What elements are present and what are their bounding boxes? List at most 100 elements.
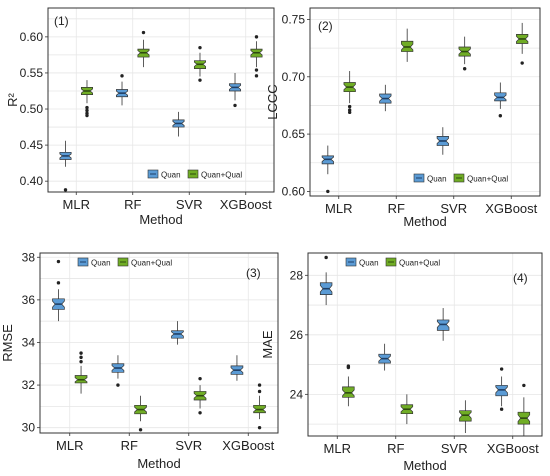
category-label-xgboost: XGBoost xyxy=(487,441,539,456)
panel-label: (2) xyxy=(318,19,333,33)
y-axis-title: RMSE xyxy=(0,324,15,362)
plot-frame xyxy=(39,252,279,434)
y-tick-label: 0.50 xyxy=(20,102,44,116)
panel-label: (1) xyxy=(54,14,69,28)
legend: Quan Quan+Qual xyxy=(413,173,508,184)
category-label-rf: RF xyxy=(121,438,138,453)
y-tick-label: 34 xyxy=(22,335,36,349)
box-quan-qual-mlr xyxy=(343,71,356,115)
outlier-point xyxy=(347,104,352,109)
outlier-point xyxy=(324,255,328,260)
box-quan-mlr xyxy=(59,140,72,192)
outlier-point xyxy=(198,411,202,415)
outlier-point xyxy=(79,355,83,360)
outlier-point xyxy=(347,110,352,115)
outlier-point xyxy=(56,281,61,285)
legend: Quan Quan+Qual xyxy=(147,169,242,180)
legend-label: Quan xyxy=(91,259,111,268)
chart-panel-2: 0.60 0.65 0.70 0.75 MLR RF SVR XGBoost Method LCC… xyxy=(265,7,541,229)
legend-key-quan-qual: Quan+Qual xyxy=(385,257,440,268)
y-tick-label: 38 xyxy=(22,250,36,264)
category-label-mlr: MLR xyxy=(56,438,83,453)
plot-frame xyxy=(307,252,543,437)
legend-label: Quan+Qual xyxy=(399,259,440,268)
y-axis-title: R² xyxy=(5,92,20,106)
outlier-point xyxy=(346,364,351,368)
outlier-point xyxy=(254,68,259,72)
box-quan-qual-svr xyxy=(193,376,207,415)
box-quan-xgboost xyxy=(230,355,244,381)
legend-key-quan: Quan xyxy=(77,257,111,268)
y-tick-label: 0.55 xyxy=(20,66,44,80)
x-axis-title: Method xyxy=(137,456,180,471)
box-quan-mlr xyxy=(321,145,334,194)
outlier-point xyxy=(257,389,262,394)
y-tick-label: 0.70 xyxy=(282,70,306,84)
outlier-point xyxy=(257,425,262,430)
outlier-point xyxy=(198,45,202,50)
legend-label: Quan+Qual xyxy=(131,259,172,268)
outlier-point xyxy=(326,189,330,194)
outlier-point xyxy=(233,103,237,108)
y-tick-label: 36 xyxy=(22,293,36,307)
legend-key-quan: Quan xyxy=(413,173,447,184)
plot-area xyxy=(48,8,274,192)
legend-key-quan-qual: Quan+Qual xyxy=(117,257,172,268)
plot-area xyxy=(308,253,542,436)
chart-panel-3: 30 32 34 36 38 MLR RF SVR XGBoost Method RMSE (3) Qu… xyxy=(0,250,279,471)
category-label-xgboost: XGBoost xyxy=(485,201,537,216)
legend-key-quan-qual: Quan+Qual xyxy=(187,169,242,180)
outlier-point xyxy=(120,74,124,78)
category-label-svr: SVR xyxy=(441,441,468,456)
box-quan-qual-rf xyxy=(401,28,414,62)
box-quan-qual-rf xyxy=(134,395,147,432)
category-label-svr: SVR xyxy=(176,197,203,212)
box-quan-qual-xgboost xyxy=(250,35,263,78)
y-tick-label: 0.60 xyxy=(20,30,44,44)
category-label-mlr: MLR xyxy=(325,201,352,216)
box-quan-qual-rf xyxy=(137,30,150,68)
category-label-svr: SVR xyxy=(440,201,467,216)
outlier-point xyxy=(198,376,202,381)
y-axis-title: LCCC xyxy=(265,84,280,119)
plot-frame xyxy=(47,7,275,193)
legend: Quan Quan+Qual xyxy=(77,257,172,268)
box-quan-svr xyxy=(436,127,449,155)
y-tick-label: 26 xyxy=(290,328,304,342)
legend: Quan Quan+Qual xyxy=(345,257,440,268)
plot-area xyxy=(40,253,278,433)
outlier-point xyxy=(198,78,202,82)
box-quan-rf xyxy=(379,84,392,112)
panel-label: (4) xyxy=(513,271,528,285)
category-label-xgboost: XGBoost xyxy=(220,197,272,212)
outlier-point xyxy=(254,74,259,78)
legend-label: Quan+Qual xyxy=(467,175,508,184)
box-quan-qual-rf xyxy=(400,394,414,425)
box-quan-qual-svr xyxy=(458,36,471,71)
legend-key-quan: Quan xyxy=(345,257,379,268)
outlier-point xyxy=(138,428,143,432)
x-axis-title: Method xyxy=(403,214,446,229)
box-quan-rf xyxy=(378,343,391,371)
outlier-point xyxy=(85,108,89,113)
outlier-point xyxy=(79,351,83,355)
box-quan-rf xyxy=(111,355,125,387)
outlier-point xyxy=(141,30,146,35)
outlier-point xyxy=(254,35,259,39)
box-quan-svr xyxy=(436,308,450,341)
box-quan-qual-svr xyxy=(459,400,472,434)
category-label-mlr: MLR xyxy=(63,197,90,212)
outlier-point xyxy=(63,188,68,192)
outlier-point xyxy=(498,114,503,118)
outlier-point xyxy=(85,113,89,118)
category-label-rf: RF xyxy=(387,441,404,456)
y-tick-label: 0.45 xyxy=(20,138,44,152)
box-quan-mlr xyxy=(319,255,333,306)
box-quan-qual-svr xyxy=(193,45,206,82)
box-quan-qual-mlr xyxy=(74,351,88,394)
category-label-mlr: MLR xyxy=(324,441,351,456)
y-tick-label: 0.65 xyxy=(282,127,306,141)
legend-label: Quan xyxy=(161,171,181,180)
y-tick-label: 32 xyxy=(22,378,36,392)
